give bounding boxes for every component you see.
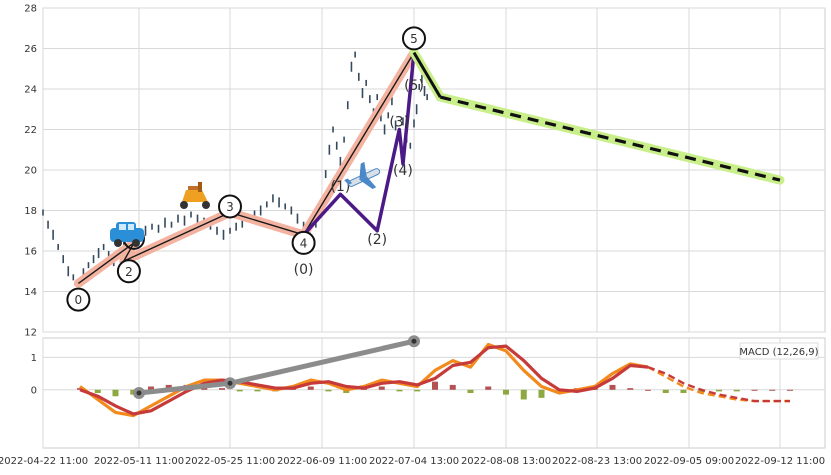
price-y-tick-label: 20 [24,166,37,177]
impulse-line [77,52,415,284]
wave-label: 4 [300,236,308,250]
macd-histogram-bar [112,389,119,397]
x-tick-label: 2022-07-04 13:00 [369,456,459,467]
macd-histogram-bar [609,384,616,390]
price-y-tick-label: 16 [24,247,37,258]
macd-histogram-bar [414,389,421,392]
macd-histogram-bar [538,389,545,398]
price-y-tick-label: 24 [24,85,37,96]
sub-wave-label: (4) [393,163,413,179]
wave-label: 3 [226,200,234,214]
car-icon [110,222,144,247]
x-tick-label: 2022-05-25 11:00 [185,456,275,467]
x-axis: 2022-04-22 11:00 2022-05-11 11:00 2022-05-… [0,456,825,467]
macd-line-dashed [647,365,790,403]
macd-histogram-bar [680,389,687,393]
divergence-marker-dot [136,390,142,396]
macd-histogram-bar [432,381,438,390]
macd-histogram-bar [449,384,456,390]
macd-histogram-bar [662,389,669,393]
price-y-tick-label: 18 [24,206,37,217]
macd-histogram-bar [627,388,634,390]
price-y-tick-label: 26 [24,44,37,55]
macd-histogram-bar [307,386,314,390]
macd-histogram-bar [254,389,261,392]
macd-title-box [739,342,819,360]
macd-histogram-bar [503,389,509,395]
wave-label: 0 [75,293,83,307]
divergence-marker-dot [411,338,417,344]
macd-histogram-bar [396,389,403,392]
x-tick-label: 2022-08-23 13:00 [552,456,642,467]
macd-title: MACD (12,26,9) [739,347,818,358]
macd-histogram-bar [751,389,758,391]
x-tick-label: 2022-04-22 11:00 [0,456,88,467]
macd-histogram-bar [148,386,154,390]
macd-histogram-bar [787,389,793,391]
macd-histogram-bar [236,389,243,392]
forecast-solid-line [412,51,442,98]
wave-label-circle [402,26,426,51]
macd-histogram-bar [716,389,722,392]
wave-label: 2 [125,265,133,279]
macd-panel: 0 1 MACD (12,26,9) [31,335,826,449]
macd-histogram-bar [733,389,740,392]
macd-y-tick-label: 0 [31,385,37,396]
emoji-layer [110,161,381,247]
price-panel: 12 14 16 18 20 22 24 26 28 0 2 3 4 5 (0) (1) (2) (3) (4) (5… [24,4,826,339]
macd-histogram-bar [325,389,332,392]
macd-histogram-bar [77,388,83,390]
x-tick-label: 2022-08-08 13:00 [461,456,551,467]
macd-histogram-bar [698,389,705,393]
wave-label-circle [218,194,242,219]
macd-y-tick-label: 1 [31,353,37,364]
sub-wave-label: (1) [330,179,350,195]
airplane-icon [344,161,381,189]
x-tick-label: 2022-05-11 11:00 [94,456,184,467]
macd-histogram-bar [485,386,492,390]
macd-line-solid [79,344,649,416]
forecast-dashed-line [439,95,781,182]
price-y-tick-label: 12 [24,328,37,339]
wave-label-circle [116,259,141,284]
macd-histogram-bar [520,389,527,400]
wave-label-circle [66,287,91,312]
x-tick-label: 2022-09-12 11:00 [735,456,825,467]
sub-wave-label: (5) [404,78,424,94]
x-tick-label: 2022-09-05 09:00 [644,456,734,467]
wave-label-circle [291,230,316,255]
sub-wave-label: (3) [389,114,409,130]
wave-label: 5 [410,32,418,46]
macd-histogram-bar [769,389,776,391]
sub-wave-label: (0) [294,262,314,278]
price-y-tick-label: 28 [24,4,37,15]
macd-histogram-bar [94,389,101,393]
scooter-icon [180,182,210,209]
macd-histogram-bar [467,389,474,393]
sub-wave-line [302,52,416,236]
price-y-tick-label: 14 [24,287,37,298]
price-y-tick-label: 22 [24,125,37,136]
sub-wave-label: (2) [367,232,387,248]
macd-histogram-bar [378,386,385,390]
divergence-marker-dot [227,380,233,386]
macd-histogram-bar [645,389,651,391]
macd-histogram-bar [219,388,225,390]
x-tick-label: 2022-06-09 11:00 [277,456,367,467]
